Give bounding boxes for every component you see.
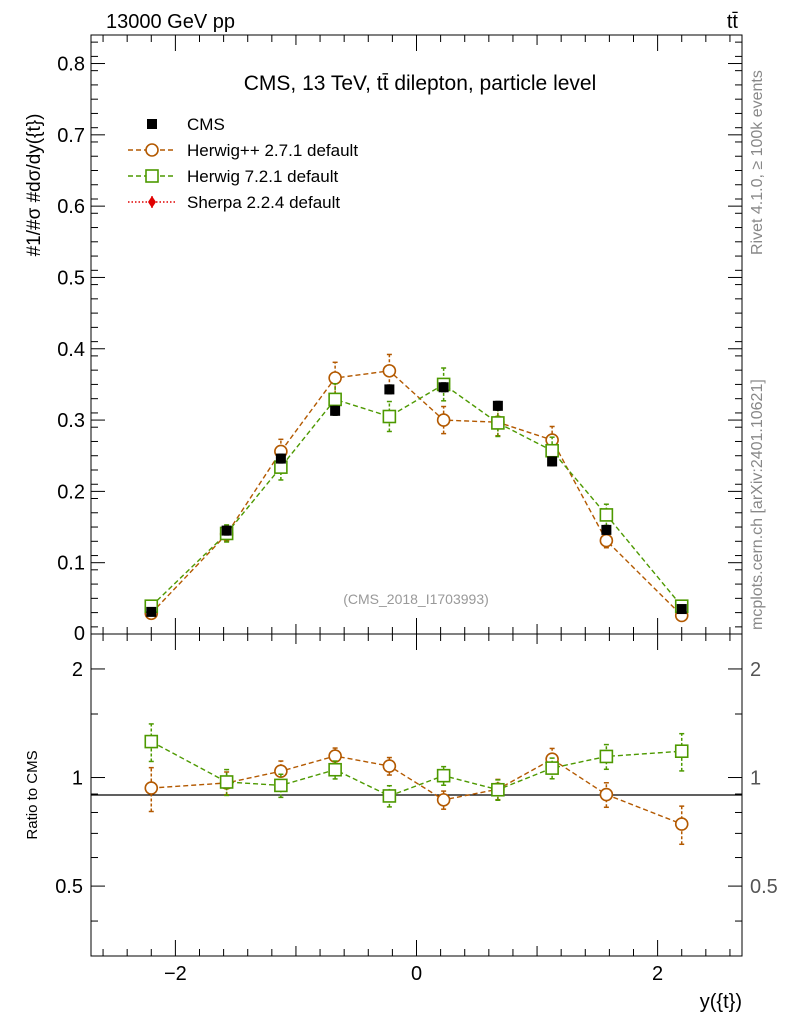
y-tick-label-zero: 0 (74, 623, 85, 645)
data-point-2 (599, 508, 614, 522)
chart-title: CMS, 13 TeV, tt̄ dilepton, particle leve… (244, 72, 597, 95)
analysis-id: (CMS_2018_I1703993) (343, 591, 489, 607)
main-panel: 0.1 0.2 0.3 0.4 0.5 0.6 0.7 0.8 0 CMS, 13 TeV, t… (57, 34, 743, 645)
ratio-tick-label-right: 1 (750, 768, 761, 790)
cms-data-point (330, 405, 341, 416)
ratio-point-1 (599, 787, 614, 802)
cms-data-point (384, 384, 395, 395)
ratio-point-1 (382, 759, 397, 773)
cms-data-point (601, 524, 612, 535)
y-tick-label: 0.2 (57, 481, 85, 503)
ratio-point-1 (436, 793, 451, 807)
ratio-line-1 (151, 755, 682, 825)
data-point-2 (545, 443, 559, 458)
y-tick-label: 0.1 (57, 553, 85, 575)
ratio-point-2 (674, 744, 689, 759)
ratio-point-1 (144, 781, 159, 795)
ratio-point-2 (219, 775, 234, 789)
y-tick-label: 0.3 (57, 410, 85, 432)
legend-marker-1 (145, 143, 159, 157)
data-point-1 (436, 413, 451, 427)
y-tick-label: 0.6 (57, 196, 85, 218)
legend-marker-0 (147, 119, 157, 129)
ratio-point-1 (674, 817, 689, 831)
legend: CMS Herwig++ 2.7.1 default Herwig 7.2.1 de… (128, 115, 358, 212)
y-tick-label: 0.4 (57, 339, 85, 361)
legend-label: CMS (187, 115, 225, 134)
ratio-tick-label-left: 0.5 (55, 876, 83, 898)
y-tick-label: 0.7 (57, 125, 85, 147)
cms-data-point (676, 604, 687, 615)
ratio-tick-label-right: 2 (750, 659, 761, 681)
ratio-ticks: −2 0 2 0.5 0.5 1 1 2 2 (55, 633, 778, 985)
ratio-line-2 (150, 740, 682, 797)
data-point-2 (382, 409, 397, 424)
x-tick-label: 0 (411, 963, 422, 985)
process-label: tt̄ (727, 11, 739, 33)
series-line-2 (150, 383, 683, 607)
data-point-2 (491, 416, 505, 430)
ratio-point-2 (382, 789, 397, 803)
legend-marker-3 (148, 196, 156, 208)
cms-data-point (492, 400, 503, 411)
ratio-series (144, 723, 689, 846)
y-tick-label: 0.8 (57, 54, 85, 76)
legend-label: Herwig++ 2.7.1 default (187, 141, 358, 160)
data-point-1 (382, 364, 397, 378)
ratio-point-2 (144, 734, 159, 749)
cms-data-point (547, 456, 558, 467)
data-point-1 (599, 533, 614, 548)
x-axis-title: y({t}) (700, 991, 742, 1013)
ratio-point-2 (436, 768, 451, 783)
data-point-2 (328, 392, 342, 407)
main-series (144, 353, 689, 623)
ratio-axis-title: Ratio to CMS (24, 750, 41, 839)
legend-label: Sherpa 2.2.4 default (187, 193, 340, 212)
ratio-tick-label-left: 2 (72, 659, 83, 681)
ratio-panel: −2 0 2 0.5 0.5 1 1 2 2 (55, 633, 778, 985)
cms-data-point (221, 525, 232, 536)
ratio-point-2 (328, 762, 342, 777)
ratio-point-1 (328, 749, 342, 763)
y-axis-title: #1/#σ #dσ/dy({t}) (24, 114, 45, 257)
cms-data-point (275, 453, 286, 464)
x-tick-label: 2 (652, 963, 663, 985)
energy-label: 13000 GeV pp (106, 11, 235, 33)
ratio-tick-label-right: 0.5 (750, 876, 778, 898)
series-line-1 (150, 370, 683, 616)
ratio-point-2 (491, 782, 505, 797)
ratio-point-2 (274, 778, 288, 793)
mcplots-label: mcplots.cern.ch [arXiv:2401.10621] (749, 379, 766, 630)
cms-data-point (146, 606, 157, 617)
y-tick-label: 0.5 (57, 267, 85, 289)
main-ticks: 0.1 0.2 0.3 0.4 0.5 0.6 0.7 0.8 0 (57, 35, 742, 645)
cms-data-point (438, 382, 449, 393)
rivet-label: Rivet 4.1.0, ≥ 100k events (749, 70, 766, 255)
data-point-1 (328, 371, 342, 385)
x-tick-label: −2 (164, 963, 187, 985)
ratio-tick-label-left: 1 (72, 768, 83, 790)
ratio-point-2 (545, 761, 559, 775)
ratio-point-2 (599, 749, 614, 764)
legend-marker-2 (145, 169, 159, 183)
legend-label: Herwig 7.2.1 default (187, 167, 338, 186)
